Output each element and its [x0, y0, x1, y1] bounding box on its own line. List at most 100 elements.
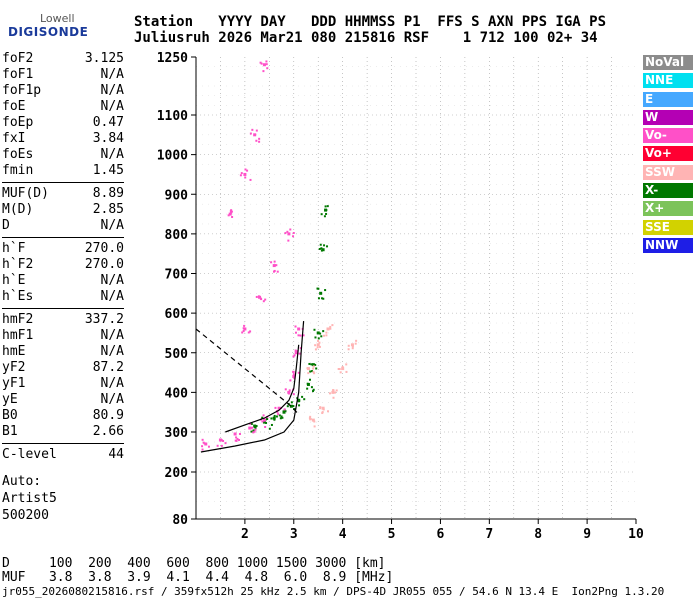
param-name: M(D)	[2, 202, 34, 217]
data-point	[273, 418, 276, 421]
data-point	[301, 395, 304, 398]
data-point	[254, 426, 257, 429]
y-tick-label: 1250	[157, 51, 188, 66]
data-point	[251, 128, 254, 131]
x-tick-label: 5	[388, 527, 396, 542]
param-name: yE	[2, 392, 18, 407]
data-point	[316, 343, 320, 347]
data-point	[314, 363, 317, 366]
param-name: foF1p	[2, 83, 42, 98]
data-point	[297, 334, 300, 337]
data-point	[252, 431, 255, 434]
footer: jr055_2026080215816.rsf / 359fx512h 25 k…	[2, 585, 665, 598]
header-line-1: Station YYYY DAY DDD HHMMSS P1 FFS S AXN…	[134, 14, 607, 30]
param-row: hmE N/A	[2, 344, 124, 360]
data-point	[318, 247, 321, 250]
data-point	[270, 423, 273, 426]
data-point	[323, 215, 326, 218]
data-point	[222, 439, 225, 442]
data-point	[322, 330, 325, 333]
data-point	[262, 70, 265, 73]
param-name: hmF2	[2, 312, 34, 327]
data-point	[313, 420, 316, 423]
auto-line-2: Artist5	[2, 491, 57, 506]
data-point	[294, 325, 297, 328]
param-value: 2.66	[92, 424, 124, 439]
data-point	[250, 430, 253, 433]
data-point	[201, 445, 204, 448]
data-point	[298, 352, 301, 355]
data-point	[320, 213, 323, 216]
param-separator	[2, 443, 124, 444]
data-point	[292, 235, 295, 238]
data-point	[236, 437, 239, 440]
data-point	[309, 418, 312, 421]
data-point	[316, 331, 320, 335]
data-point	[354, 342, 357, 345]
data-point	[334, 391, 337, 394]
data-point	[338, 368, 341, 371]
param-row: h`E N/A	[2, 273, 124, 289]
data-point	[266, 67, 269, 70]
param-value: N/A	[100, 328, 124, 343]
data-point	[277, 406, 281, 410]
data-point	[262, 63, 266, 67]
data-point	[292, 355, 295, 358]
legend-item-voplus: Vo+	[643, 146, 693, 162]
data-point	[262, 418, 266, 422]
data-point	[287, 232, 291, 236]
param-value: N/A	[100, 273, 124, 288]
data-point	[311, 370, 314, 373]
data-point	[320, 247, 323, 250]
data-point	[351, 347, 354, 350]
data-point	[281, 416, 284, 419]
param-name: h`F	[2, 241, 26, 256]
param-name: foEs	[2, 147, 34, 162]
param-value: N/A	[100, 67, 124, 82]
param-separator	[2, 308, 124, 309]
param-value: 3.125	[84, 51, 124, 66]
data-point	[317, 339, 320, 342]
data-point	[316, 346, 319, 349]
param-name: B0	[2, 408, 18, 423]
data-point	[326, 245, 329, 248]
param-row: fxI 3.84	[2, 131, 124, 147]
param-value: 80.9	[92, 408, 124, 423]
data-point	[272, 416, 276, 420]
x-tick-label: 3	[290, 527, 298, 542]
data-point	[265, 421, 268, 424]
x-tick-label: 4	[339, 527, 347, 542]
data-point	[289, 228, 292, 231]
data-point	[321, 248, 325, 252]
data-point	[332, 396, 335, 399]
curve-muf	[195, 328, 300, 415]
param-name: D	[2, 218, 10, 233]
data-point	[288, 389, 291, 392]
data-point	[254, 428, 257, 431]
data-point	[278, 414, 281, 417]
x-tick-label: 9	[583, 527, 591, 542]
legend-item-e: E	[643, 91, 693, 107]
data-point	[315, 367, 318, 370]
legend-item-w: W	[643, 109, 693, 125]
data-point	[314, 348, 317, 351]
data-point	[298, 399, 301, 402]
y-tick-label: 400	[165, 386, 189, 401]
param-name: MUF(D)	[2, 186, 49, 201]
y-tick-label: 800	[165, 228, 189, 243]
data-point	[321, 297, 324, 300]
data-point	[284, 232, 287, 235]
header-line-2: Juliusruh 2026 Mar21 080 215816 RSF 1 71…	[134, 30, 598, 46]
param-row: M(D) 2.85	[2, 202, 124, 218]
data-point	[253, 424, 257, 428]
data-point	[310, 363, 313, 366]
legend-item-vominus: Vo-	[643, 128, 693, 144]
data-point	[275, 264, 278, 267]
data-point	[265, 60, 268, 63]
data-point	[273, 260, 276, 263]
data-point	[287, 239, 290, 242]
param-row: fmin 1.45	[2, 163, 124, 179]
x-tick-label: 8	[534, 527, 542, 542]
data-point	[262, 300, 265, 303]
data-point	[257, 295, 260, 298]
